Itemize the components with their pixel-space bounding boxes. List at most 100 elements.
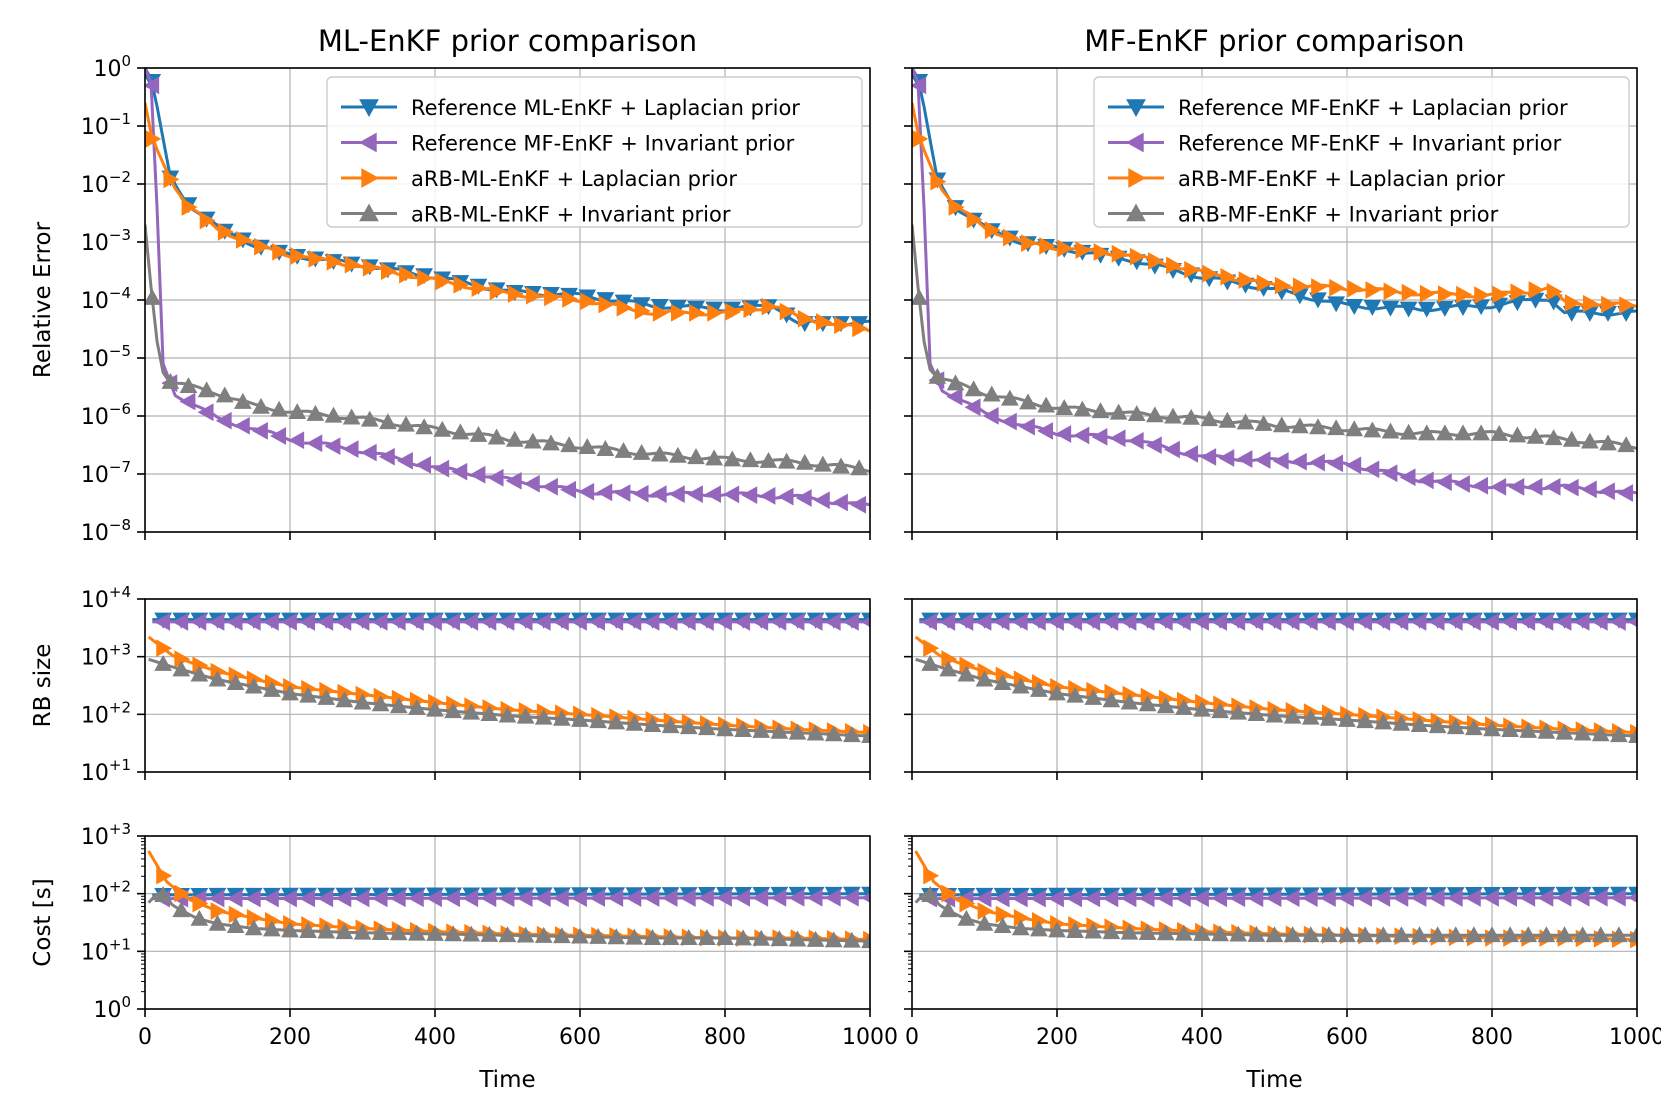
- data-point: [541, 477, 558, 496]
- y-tick-label: 10+3: [81, 641, 131, 671]
- data-point: [928, 367, 947, 384]
- data-point: [923, 866, 940, 885]
- data-point: [975, 889, 992, 908]
- data-point: [208, 670, 227, 687]
- data-point: [156, 866, 173, 885]
- data-point: [1338, 710, 1356, 727]
- y-tick-label: 10−7: [81, 458, 131, 488]
- data-point: [371, 924, 390, 940]
- data-point: [1301, 926, 1320, 943]
- data-point: [217, 222, 234, 241]
- data-point: [580, 292, 597, 311]
- data-point: [1319, 889, 1336, 907]
- data-point: [1410, 889, 1427, 907]
- data-point: [426, 924, 444, 941]
- data-point: [252, 397, 270, 414]
- data-point: [741, 486, 758, 505]
- data-point: [426, 700, 444, 717]
- data-point: [788, 888, 805, 907]
- data-point: [444, 613, 461, 631]
- data-point: [832, 457, 850, 474]
- data-point: [1247, 613, 1264, 631]
- data-point: [263, 920, 281, 937]
- data-point: [734, 613, 751, 631]
- data-point: [824, 725, 843, 742]
- data-point: [1075, 241, 1092, 260]
- data-point: [1345, 456, 1362, 475]
- series-3: [912, 224, 1637, 453]
- data-point: [861, 932, 870, 949]
- data-point: [1084, 922, 1103, 939]
- data-point: [788, 930, 807, 947]
- data-point: [552, 889, 569, 907]
- data-point: [498, 889, 515, 908]
- data-point: [552, 613, 569, 631]
- data-point: [975, 613, 992, 631]
- data-point: [734, 929, 752, 946]
- data-point: [1066, 889, 1083, 908]
- data-point: [299, 922, 317, 938]
- data-point: [353, 923, 372, 940]
- data-point: [1428, 717, 1447, 734]
- data-point: [669, 446, 687, 463]
- data-point: [1138, 613, 1155, 631]
- x-tick-label: 400: [414, 1025, 456, 1050]
- series-1: [919, 613, 1637, 631]
- y-tick-label: 10+1: [81, 935, 131, 965]
- legend-entry: Reference MF-EnKF + Invariant prior: [1178, 132, 1562, 156]
- data-point: [190, 909, 209, 926]
- series-3: [147, 886, 870, 949]
- data-point: [912, 76, 927, 95]
- data-point: [1145, 436, 1162, 455]
- data-point: [578, 482, 595, 501]
- x-tick-label: 0: [905, 1025, 919, 1050]
- data-point: [1202, 264, 1219, 283]
- data-point: [1120, 923, 1139, 940]
- data-point: [1356, 613, 1373, 631]
- data-point: [1001, 389, 1019, 406]
- data-point: [966, 210, 983, 229]
- data-point: [262, 613, 279, 631]
- data-point: [1329, 278, 1346, 297]
- data-point: [335, 613, 352, 631]
- legend-box: [326, 76, 863, 228]
- chart-title: MF-EnKF prior comparison: [1084, 24, 1464, 58]
- data-point: [625, 714, 644, 731]
- data-point: [616, 298, 633, 317]
- data-point: [806, 724, 825, 741]
- data-point: [433, 420, 452, 437]
- data-point: [1247, 889, 1264, 908]
- data-point: [505, 471, 522, 490]
- data-point: [1193, 700, 1211, 717]
- data-point: [1283, 613, 1300, 631]
- data-point: [861, 727, 870, 743]
- data-point: [1363, 460, 1380, 479]
- data-point: [379, 413, 397, 430]
- data-point: [154, 886, 172, 902]
- data-point: [921, 886, 939, 902]
- data-point: [1309, 418, 1327, 435]
- data-point: [1555, 613, 1572, 631]
- data-point: [172, 660, 191, 677]
- data-point: [1562, 430, 1581, 447]
- data-point: [1356, 889, 1373, 907]
- data-point: [362, 258, 379, 277]
- data-point: [946, 387, 963, 406]
- axes-frame: [144, 598, 871, 773]
- data-point: [1283, 889, 1300, 908]
- data-point: [1175, 698, 1193, 715]
- data-point: [779, 302, 796, 321]
- data-point: [1446, 889, 1463, 907]
- data-point: [1544, 429, 1563, 446]
- x-tick-label: 600: [559, 1025, 601, 1050]
- x-tick-label: 200: [1036, 1025, 1078, 1050]
- data-point: [1111, 244, 1128, 263]
- data-point: [1066, 613, 1083, 631]
- data-point: [1309, 292, 1327, 309]
- data-point: [652, 304, 669, 322]
- data-point: [1066, 922, 1084, 938]
- data-point: [921, 654, 939, 671]
- data-point: [697, 613, 714, 631]
- data-point: [1030, 920, 1048, 937]
- data-point: [643, 716, 662, 733]
